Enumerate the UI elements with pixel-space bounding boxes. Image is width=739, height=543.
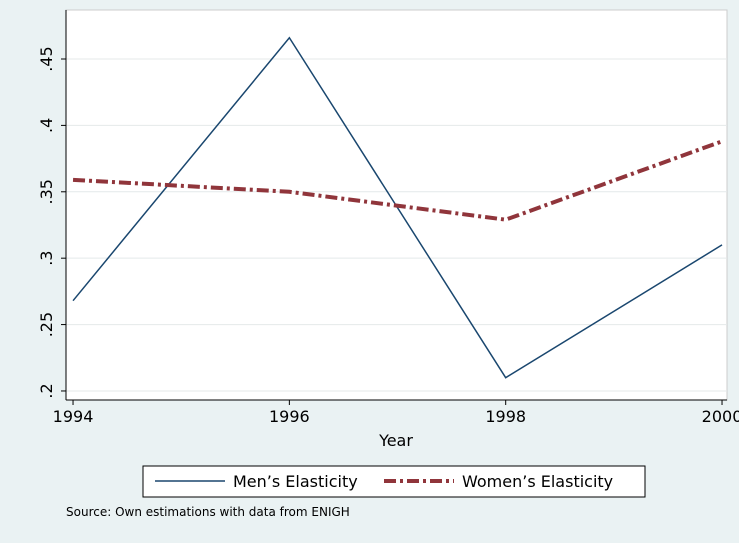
x-axis-label: Year xyxy=(378,431,413,450)
y-tick-label: .25 xyxy=(37,312,56,337)
y-tick-label: .4 xyxy=(37,118,56,133)
y-tick-label: .2 xyxy=(37,383,56,398)
source-note: Source: Own estimations with data from E… xyxy=(66,505,350,519)
y-tick-label: .3 xyxy=(37,251,56,266)
x-tick-label: 2000 xyxy=(702,407,739,426)
x-tick-label: 1994 xyxy=(53,407,94,426)
y-tick-label: .45 xyxy=(37,46,56,71)
y-tick-label: .35 xyxy=(37,179,56,204)
legend-label: Men’s Elasticity xyxy=(233,472,358,491)
x-tick-label: 1996 xyxy=(269,407,310,426)
legend-label: Women’s Elasticity xyxy=(462,472,613,491)
x-tick-label: 1998 xyxy=(485,407,526,426)
series-line xyxy=(72,139,723,222)
